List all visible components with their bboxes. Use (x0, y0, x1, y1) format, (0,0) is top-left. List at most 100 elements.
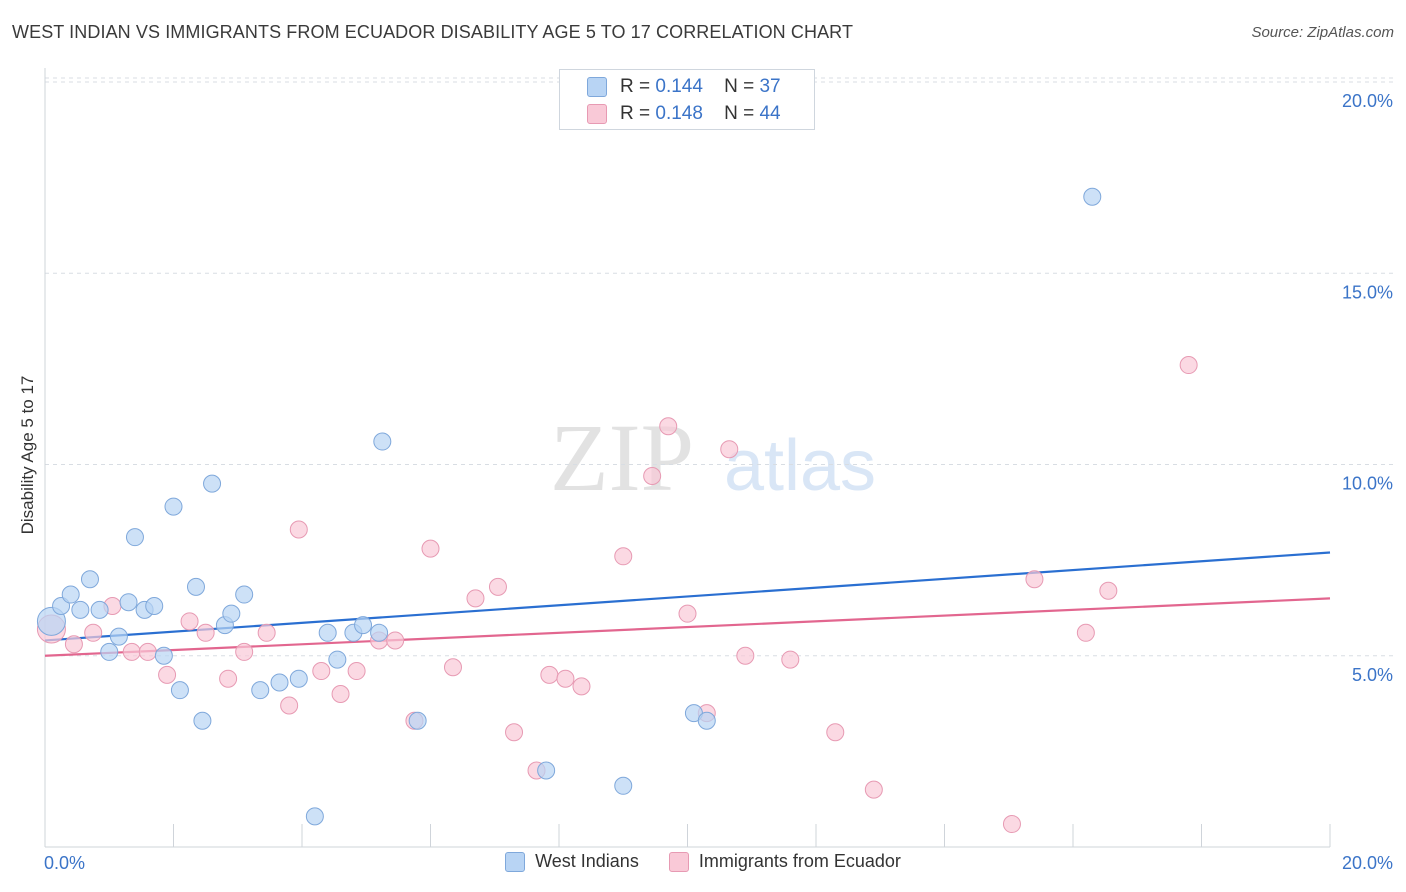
ecuador-point (312, 662, 331, 681)
r-value: 0.148 (655, 103, 703, 124)
west-indian-point (289, 669, 308, 688)
legend-item-west-indians[interactable]: West Indians (505, 851, 639, 872)
ecuador-point (540, 665, 559, 684)
ecuador-point (556, 669, 575, 688)
ecuador-point (488, 577, 507, 596)
ecuador-point (1076, 623, 1095, 642)
west-indian-point (170, 681, 189, 700)
legend-swatch-blue (587, 77, 607, 97)
ecuador-point (1025, 570, 1044, 589)
y-tick-label: 20.0% (1342, 91, 1393, 111)
ecuador-trendline (44, 597, 1331, 657)
trend-lines (44, 551, 1331, 657)
ecuador-point (643, 466, 662, 485)
ecuador-point (180, 612, 199, 631)
west-indian-point (305, 807, 324, 826)
r-label: R = (620, 103, 651, 124)
ecuador-point (122, 642, 141, 661)
legend-swatch-blue (505, 851, 526, 872)
ecuador-point (386, 631, 405, 650)
west-indian-point (235, 585, 254, 604)
west-indian-point (186, 577, 205, 596)
bottom-legend: West Indians Immigrants from Ecuador (0, 851, 1406, 872)
ecuador-point (257, 623, 276, 642)
west-indian-point (80, 570, 99, 589)
west-indian-point (203, 474, 222, 493)
ecuador-point (614, 547, 633, 566)
west-indian-point (164, 497, 183, 516)
y-tick-label: 15.0% (1342, 282, 1393, 302)
west-indian-point (270, 673, 289, 692)
ecuador-point (864, 780, 883, 799)
ecuador-point (235, 642, 254, 661)
ecuador-point (466, 589, 485, 608)
west-indian-point (109, 627, 128, 646)
ecuador-point (720, 440, 739, 459)
west-indian-point (537, 761, 556, 780)
legend-swatch-pink (587, 104, 607, 124)
legend-label: West Indians (535, 851, 639, 871)
west-indian-point (251, 681, 270, 700)
ecuador-point (331, 685, 350, 703)
ecuador-point (84, 623, 103, 642)
y-tick-label: 10.0% (1342, 474, 1393, 494)
n-label: N = (724, 76, 755, 97)
watermark-atlas: atlas (724, 426, 876, 506)
n-label: N = (724, 103, 755, 124)
west-indian-point (697, 711, 716, 730)
ecuador-point (736, 646, 755, 665)
x-tick-label: 20.0% (1342, 853, 1393, 873)
west-indian-point (614, 776, 633, 795)
west-indian-point (373, 432, 392, 451)
west-indian-point (100, 642, 119, 661)
n-value: 44 (759, 103, 781, 124)
legend-swatch-pink (668, 851, 689, 872)
ecuador-point (678, 604, 697, 623)
stats-legend: R = 0.144 N = 37 R = 0.148 N = 44 (559, 69, 815, 130)
ecuador-point (280, 696, 299, 715)
ecuador-point (347, 662, 366, 681)
ecuador-point (572, 677, 591, 696)
source-label: Source: ZipAtlas.com (1251, 24, 1394, 41)
west-indian-point (193, 711, 212, 730)
axes (44, 68, 1331, 848)
ecuador-point (659, 417, 678, 436)
west-indian-point (145, 597, 164, 616)
ecuador-point (196, 623, 215, 642)
west-indian-point (90, 600, 109, 619)
west-indian-point (52, 597, 71, 616)
west-indian-point (125, 528, 144, 547)
ecuador-point (505, 723, 524, 742)
r-value: 0.144 (655, 76, 703, 97)
ecuador-point (138, 642, 157, 661)
ecuador-point (219, 669, 238, 688)
west-indian-point (71, 600, 90, 619)
n-value: 37 (759, 76, 781, 97)
tick-labels: 5.0% 10.0% 15.0% 20.0% 0.0% 20.0% (44, 91, 1393, 873)
west-indian-point (318, 623, 337, 642)
ecuador-point (64, 635, 83, 654)
west-indian-point (222, 604, 241, 623)
west-indian-point (154, 646, 173, 665)
west-indian-point (1083, 187, 1102, 206)
ecuador-point (289, 520, 308, 539)
ecuador-point (158, 665, 177, 684)
west-indian-point (408, 711, 427, 730)
ecuador-point (421, 539, 440, 558)
x-tick-label: 0.0% (44, 853, 85, 873)
data-points (36, 187, 1198, 834)
legend-label: Immigrants from Ecuador (698, 851, 901, 871)
ecuador-point (443, 658, 462, 677)
west-indian-trendline (44, 551, 1331, 642)
ecuador-point (1099, 581, 1118, 600)
ecuador-point (1002, 815, 1021, 834)
legend-item-ecuador[interactable]: Immigrants from Ecuador (668, 851, 901, 872)
ecuador-point (1179, 356, 1198, 375)
chart-title: WEST INDIAN VS IMMIGRANTS FROM ECUADOR D… (12, 22, 854, 42)
west-indian-point (370, 623, 389, 642)
west-indian-point (354, 616, 373, 635)
ecuador-point (826, 723, 845, 742)
west-indian-point (119, 593, 138, 612)
r-label: R = (620, 76, 651, 97)
